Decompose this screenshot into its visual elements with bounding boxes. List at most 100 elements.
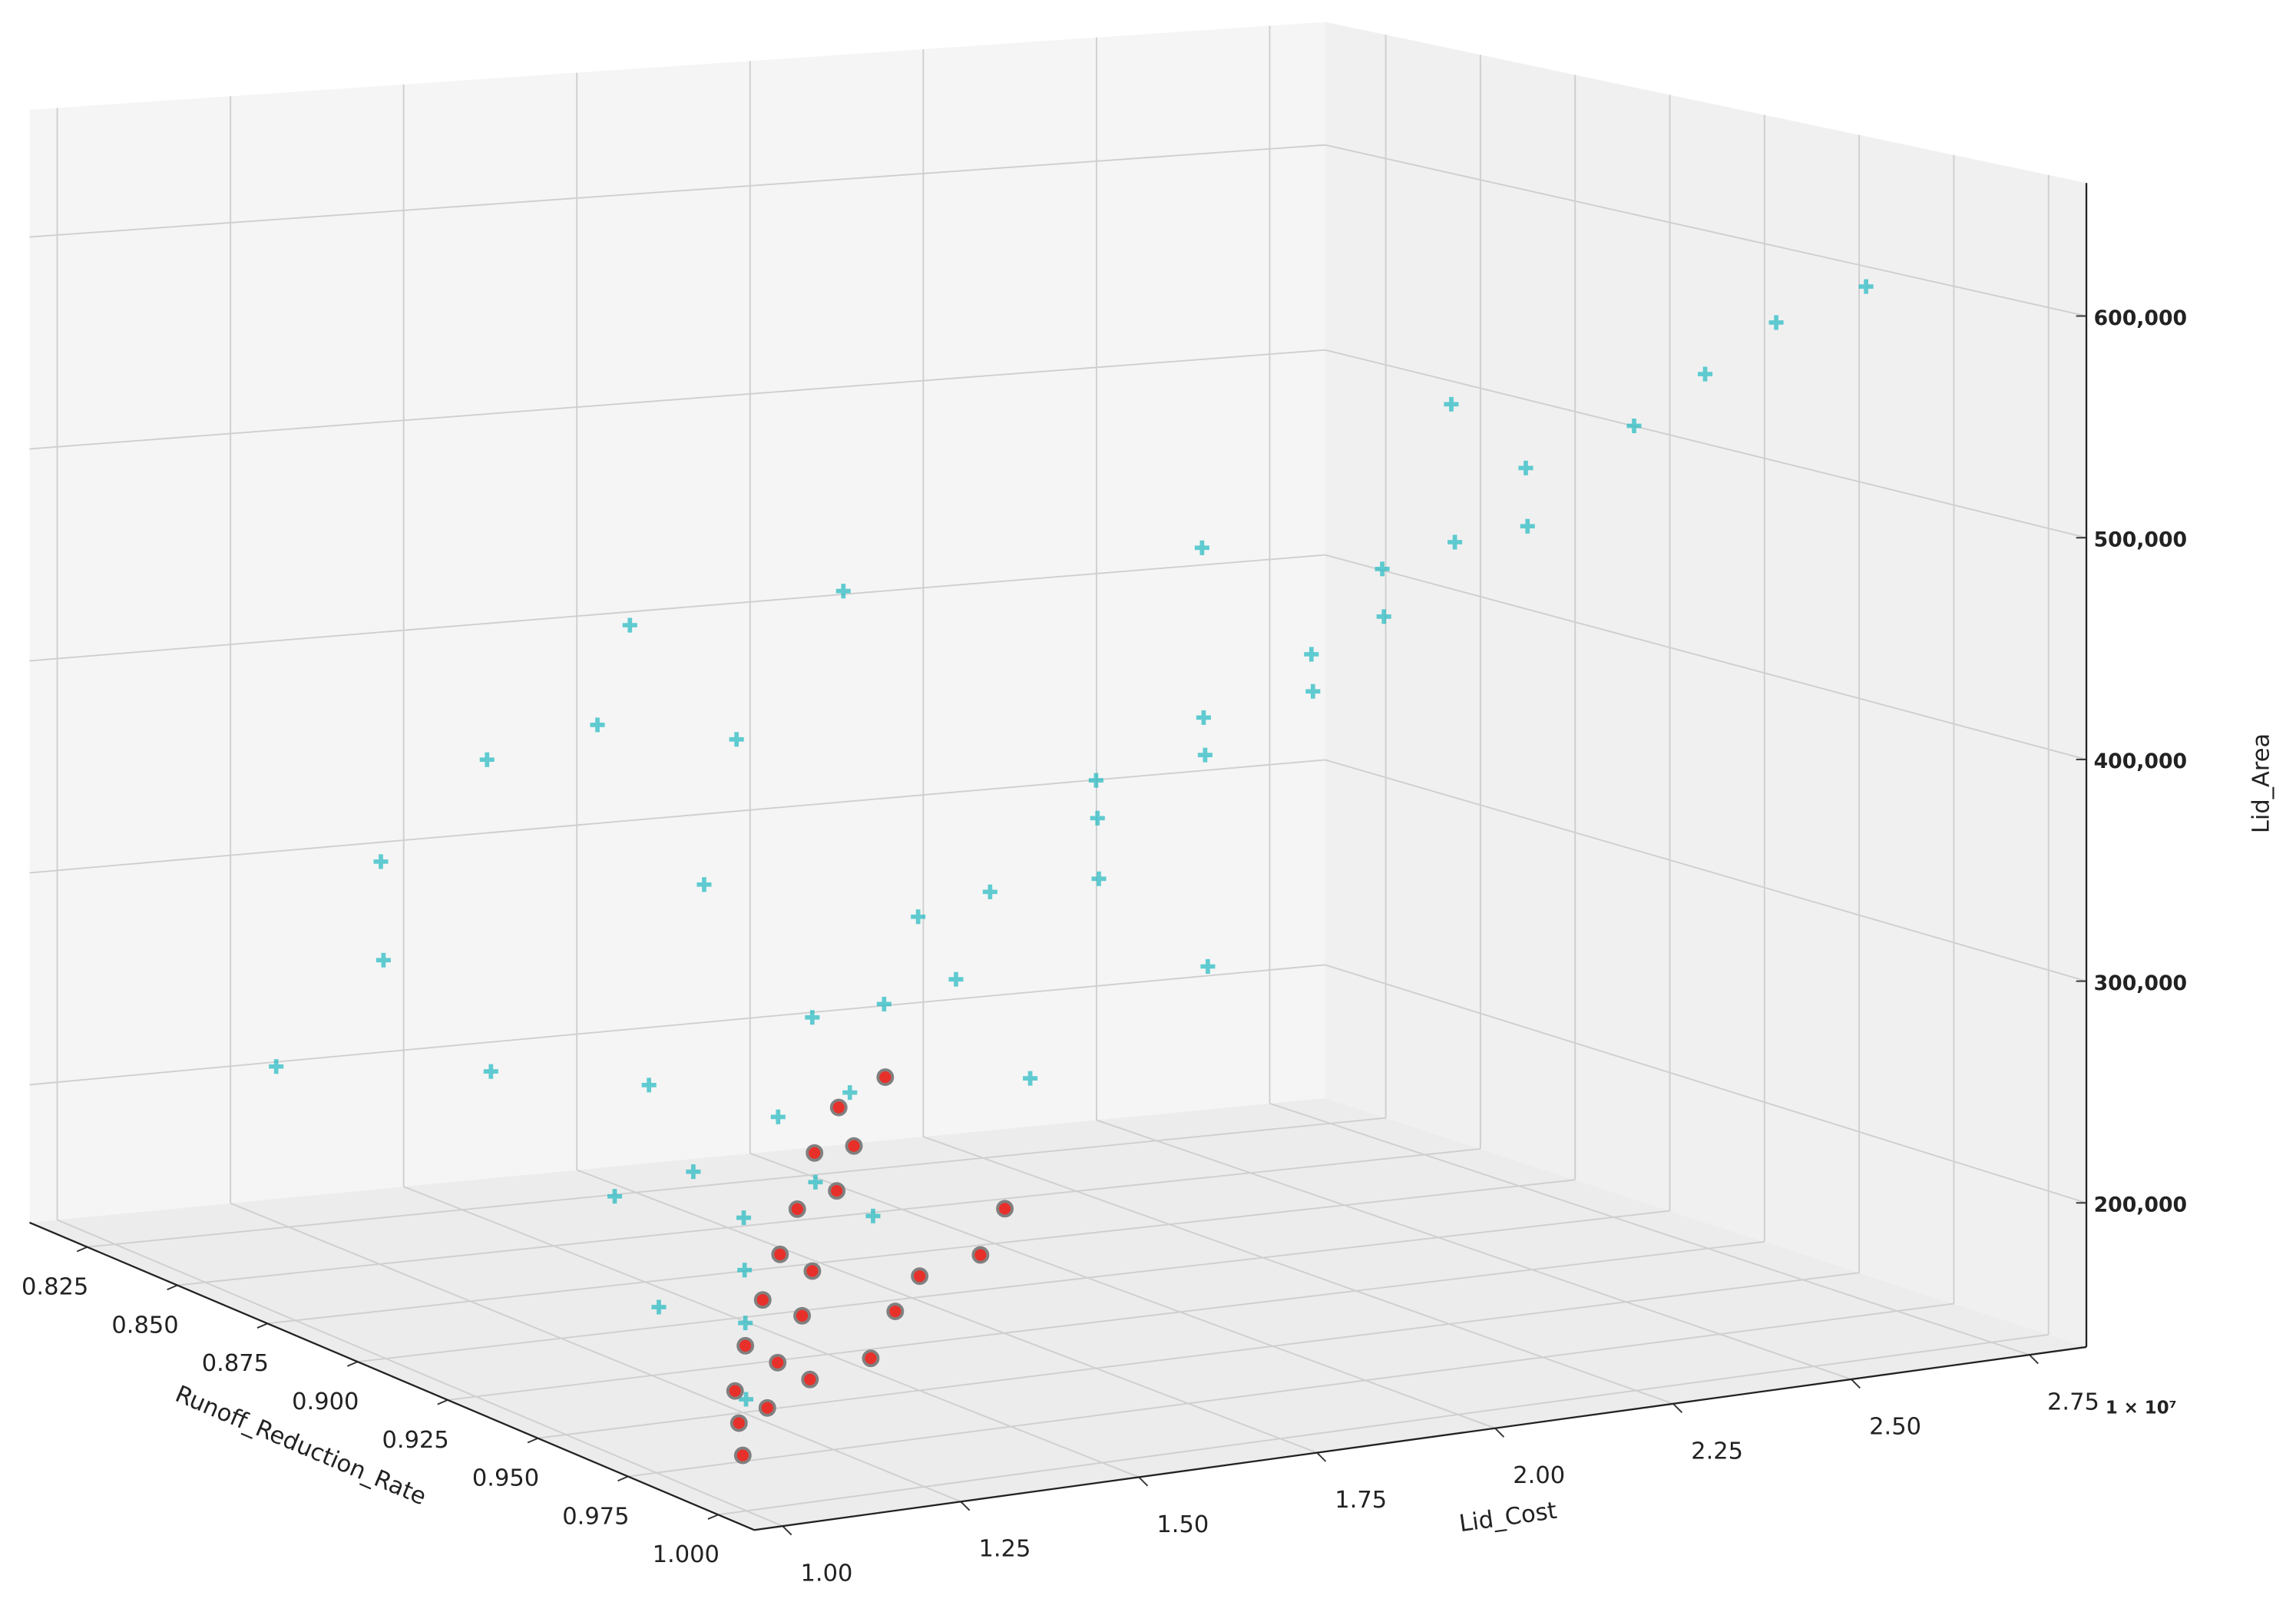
axis-line <box>29 1221 755 1531</box>
point <box>733 1446 752 1465</box>
tick-mark <box>527 1437 538 1444</box>
point <box>845 1137 863 1155</box>
y-tick-label: 1.000 <box>653 1541 720 1568</box>
z-tick-label: 300,000 <box>2094 972 2188 995</box>
point <box>828 1182 846 1200</box>
grid-line <box>57 1219 783 1528</box>
point <box>1023 1071 1038 1086</box>
point <box>1375 561 1390 577</box>
point <box>971 1246 990 1264</box>
tick-mark <box>1851 1379 1861 1389</box>
tick-mark <box>617 1475 629 1482</box>
tick-mark <box>76 1246 88 1253</box>
y-tick-label: 0.950 <box>472 1465 539 1492</box>
point <box>726 1382 744 1400</box>
point <box>739 1392 754 1407</box>
grid-line <box>749 1152 1496 1429</box>
point <box>1626 418 1642 434</box>
grid-line <box>267 1179 1576 1325</box>
y-tick-label: 0.975 <box>562 1503 629 1530</box>
point <box>1858 279 1874 294</box>
x-offset-label: 1 × 10⁷ <box>2106 1399 2177 1418</box>
grid-line <box>923 1136 1674 1405</box>
point <box>737 1263 753 1278</box>
point <box>1520 518 1535 534</box>
z-tick-label: 200,000 <box>2094 1193 2188 1217</box>
tick-mark <box>707 1514 719 1520</box>
point <box>842 1085 858 1101</box>
point <box>911 1267 929 1286</box>
x-axis-label: Lid_Cost <box>1457 1498 1559 1538</box>
point <box>729 1414 748 1432</box>
point <box>1304 647 1319 662</box>
point <box>736 1210 752 1226</box>
point <box>876 996 892 1011</box>
point <box>835 584 851 599</box>
grid-line <box>718 1333 2049 1516</box>
point <box>1091 871 1107 886</box>
point <box>1376 609 1391 624</box>
tick-mark <box>256 1322 268 1329</box>
point <box>696 877 712 892</box>
point <box>1200 958 1216 974</box>
x-tick-label: 2.50 <box>1869 1413 1921 1440</box>
point <box>483 1064 498 1079</box>
point <box>1768 315 1784 330</box>
grid-line <box>230 1202 961 1503</box>
grid-line <box>1325 144 2087 317</box>
point <box>607 1189 623 1204</box>
point <box>686 1164 701 1180</box>
x-tick-label: 1.75 <box>1335 1487 1387 1514</box>
point <box>269 1059 284 1074</box>
y-tick-label: 0.900 <box>292 1389 359 1415</box>
back-pane <box>29 22 1325 1223</box>
grid-line <box>87 1117 1386 1248</box>
point <box>996 1200 1014 1218</box>
point <box>1197 747 1213 763</box>
point <box>793 1306 812 1325</box>
x-tick-label: 1.50 <box>1156 1511 1209 1538</box>
point <box>769 1353 787 1372</box>
x-tick-label: 2.75 <box>2047 1389 2099 1416</box>
point <box>1305 684 1321 699</box>
x-tick-label: 1.00 <box>801 1561 853 1587</box>
point <box>622 617 637 633</box>
point <box>862 1349 880 1368</box>
tick-mark <box>782 1525 792 1536</box>
point <box>373 854 389 869</box>
tick-mark <box>1316 1451 1327 1462</box>
tick-mark <box>1494 1428 1505 1438</box>
grid-line <box>177 1147 1480 1286</box>
grid-line <box>403 1186 1140 1478</box>
point <box>808 1174 823 1190</box>
point <box>738 1316 753 1331</box>
grid-line <box>29 964 1325 1086</box>
grid-line <box>1096 1119 1852 1380</box>
point <box>876 1068 895 1087</box>
point <box>641 1077 657 1093</box>
grid-line <box>1325 349 2087 539</box>
point <box>886 1303 905 1321</box>
point <box>1194 540 1209 555</box>
point <box>771 1245 789 1263</box>
grid-line <box>576 1169 1318 1454</box>
point <box>982 884 997 899</box>
point <box>1088 773 1103 788</box>
grid-line <box>1325 554 2087 760</box>
point <box>806 1144 824 1162</box>
tick-mark <box>437 1399 448 1405</box>
point <box>758 1399 776 1417</box>
grid-line <box>1269 1102 2030 1356</box>
x-tick-label: 2.25 <box>1691 1438 1743 1465</box>
point <box>1444 396 1459 412</box>
point <box>788 1200 806 1218</box>
tick-mark <box>2029 1354 2039 1365</box>
tick-mark <box>1138 1476 1149 1487</box>
point <box>1698 366 1713 382</box>
point <box>590 717 605 733</box>
point <box>736 1336 755 1355</box>
grid-line <box>29 144 1325 238</box>
axis-line <box>754 1346 2087 1531</box>
